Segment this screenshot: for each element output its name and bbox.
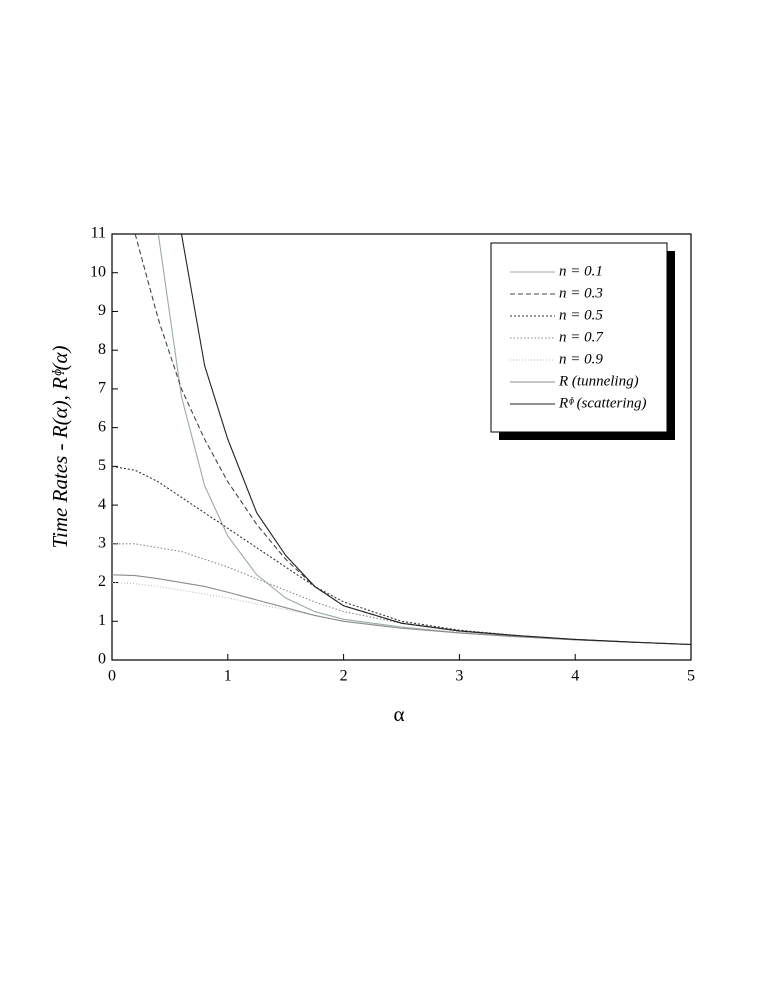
legend-label: n = 0.3 [559, 285, 603, 301]
legend-label: n = 0.5 [559, 307, 603, 323]
y-tick-label: 0 [98, 651, 106, 668]
y-tick-label: 1 [98, 612, 106, 629]
series-line [112, 543, 692, 646]
y-axis-title: Time Rates - R(α), Rᶲ(α) [48, 346, 72, 549]
y-tick-label: 2 [98, 573, 106, 590]
x-tick-label: 2 [340, 668, 348, 685]
legend-label: n = 0.9 [559, 351, 603, 367]
x-axis-title: α [393, 702, 404, 726]
series-line [111, 581, 692, 646]
x-tick-label: 0 [108, 668, 116, 685]
series-line [180, 233, 692, 646]
y-tick-label: 3 [98, 534, 106, 551]
legend-label: n = 0.7 [559, 329, 604, 345]
y-tick-label: 5 [98, 457, 106, 474]
y-tick-label: 4 [98, 496, 106, 513]
y-tick-label: 7 [98, 380, 106, 397]
legend-label: Rᶲ (scattering) [558, 395, 647, 411]
y-tick-label: 11 [91, 225, 106, 242]
series-line [111, 574, 692, 646]
x-tick-label: 3 [455, 668, 463, 685]
x-tick-label: 5 [687, 668, 695, 685]
x-tick-label: 4 [571, 668, 579, 685]
plot-frame [111, 233, 692, 661]
x-tick-label: 1 [224, 668, 232, 685]
y-tick-label: 9 [98, 302, 106, 319]
legend-label: R (tunneling) [558, 373, 639, 389]
legend-box [490, 242, 668, 433]
legend-label: n = 0.1 [559, 263, 603, 279]
y-tick-label: 6 [98, 418, 106, 435]
series-line [111, 465, 692, 646]
y-tick-label: 10 [90, 263, 106, 280]
y-tick-label: 8 [98, 341, 106, 358]
